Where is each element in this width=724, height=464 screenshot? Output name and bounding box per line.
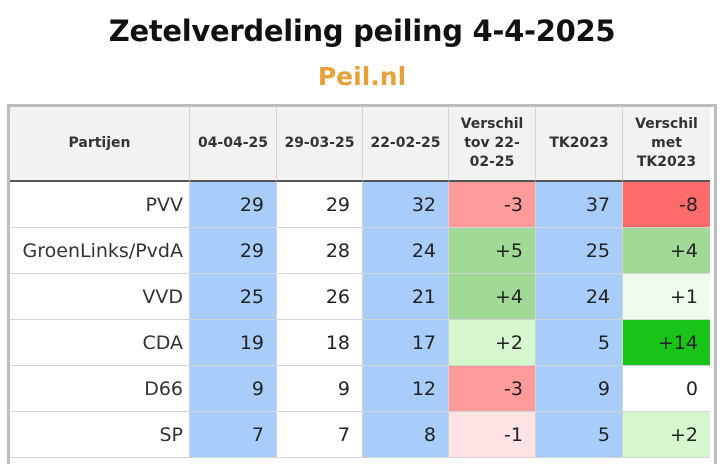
header-29-03-25: 29-03-25 — [277, 107, 363, 182]
seats-22-02-25: 17 — [363, 320, 449, 366]
header-diff-tk2023: Verschil met TK2023 — [623, 107, 710, 182]
poll-table: Partijen 04-04-25 29-03-25 22-02-25 Vers… — [10, 107, 710, 458]
diff-22-02-25: -3 — [449, 366, 536, 412]
diff-22-02-25: +2 — [449, 320, 536, 366]
diff-22-02-25: +5 — [449, 228, 536, 274]
seats-22-02-25: 21 — [363, 274, 449, 320]
party-name: GroenLinks/PvdA — [10, 228, 190, 274]
seats-tk2023: 9 — [536, 366, 623, 412]
seats-29-03-25: 28 — [277, 228, 363, 274]
diff-tk2023: +2 — [623, 412, 710, 458]
diff-22-02-25: -1 — [449, 412, 536, 458]
seats-29-03-25: 7 — [277, 412, 363, 458]
header-diff-22-02-25: Verschil tov 22-02-25 — [449, 107, 536, 182]
party-name: CDA — [10, 320, 190, 366]
seats-04-04-25: 7 — [190, 412, 277, 458]
diff-tk2023: 0 — [623, 366, 710, 412]
party-name: VVD — [10, 274, 190, 320]
seats-04-04-25: 29 — [190, 228, 277, 274]
seats-29-03-25: 29 — [277, 182, 363, 228]
seats-29-03-25: 18 — [277, 320, 363, 366]
diff-tk2023: -8 — [623, 182, 710, 228]
seats-tk2023: 37 — [536, 182, 623, 228]
seats-tk2023: 5 — [536, 320, 623, 366]
seats-22-02-25: 8 — [363, 412, 449, 458]
seats-04-04-25: 25 — [190, 274, 277, 320]
party-name: PVV — [10, 182, 190, 228]
diff-22-02-25: -3 — [449, 182, 536, 228]
page-title: Zetelverdeling peiling 4-4-2025 — [108, 14, 616, 48]
header-04-04-25: 04-04-25 — [190, 107, 277, 182]
header-tk2023: TK2023 — [536, 107, 623, 182]
diff-22-02-25: +4 — [449, 274, 536, 320]
diff-tk2023: +14 — [623, 320, 710, 366]
header-22-02-25: 22-02-25 — [363, 107, 449, 182]
seats-tk2023: 24 — [536, 274, 623, 320]
seats-04-04-25: 29 — [190, 182, 277, 228]
header-parties: Partijen — [10, 107, 190, 182]
seats-29-03-25: 9 — [277, 366, 363, 412]
party-name: SP — [10, 412, 190, 458]
seats-22-02-25: 12 — [363, 366, 449, 412]
party-name: D66 — [10, 366, 190, 412]
seats-22-02-25: 24 — [363, 228, 449, 274]
seats-04-04-25: 9 — [190, 366, 277, 412]
diff-tk2023: +4 — [623, 228, 710, 274]
seats-tk2023: 25 — [536, 228, 623, 274]
seats-22-02-25: 32 — [363, 182, 449, 228]
seats-tk2023: 5 — [536, 412, 623, 458]
diff-tk2023: +1 — [623, 274, 710, 320]
seats-29-03-25: 26 — [277, 274, 363, 320]
source-subtitle: Peil.nl — [317, 62, 407, 91]
seats-04-04-25: 19 — [190, 320, 277, 366]
